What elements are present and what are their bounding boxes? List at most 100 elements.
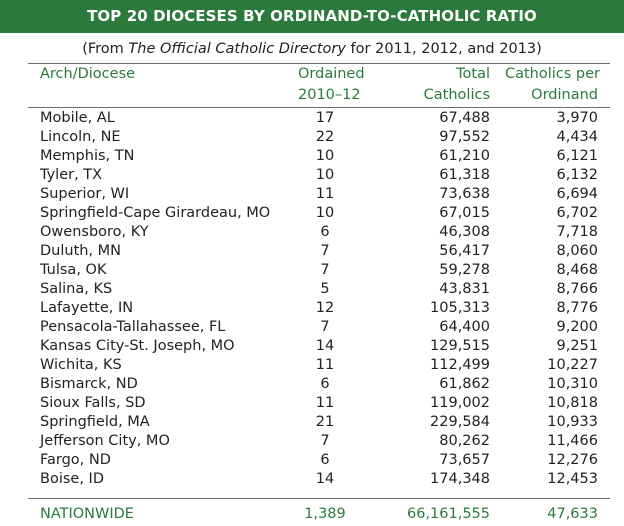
diocese-name: Superior, WI — [40, 186, 130, 202]
ordained-count: 10 — [315, 167, 335, 183]
total-catholics: 67,488 — [439, 110, 490, 126]
ordained-count: 5 — [320, 281, 330, 297]
ordained-count: 14 — [315, 338, 335, 354]
nationwide-label: NATIONWIDE — [40, 506, 134, 522]
catholics-per-ordinand: 6,694 — [556, 186, 598, 202]
diocese-name: Duluth, MN — [40, 243, 122, 259]
ordained-count: 10 — [315, 148, 335, 164]
header-cpo-line2: Ordinand — [531, 87, 598, 103]
diocese-name: Fargo, ND — [40, 452, 111, 468]
nationwide-row: NATIONWIDE 1,389 66,161,555 47,633 — [0, 504, 624, 524]
total-catholics: 61,210 — [439, 148, 490, 164]
catholics-per-ordinand: 10,310 — [547, 376, 598, 392]
header-top-rule — [28, 63, 610, 64]
total-catholics: 64,400 — [439, 319, 490, 335]
ordained-count: 7 — [320, 243, 330, 259]
total-catholics: 46,308 — [439, 224, 490, 240]
catholics-per-ordinand: 6,132 — [556, 167, 598, 183]
table-row: Mobile, AL 17 67,488 3,970 — [0, 109, 624, 128]
nationwide-ordained: 1,389 — [304, 506, 346, 522]
total-catholics: 112,499 — [430, 357, 490, 373]
nationwide-rule — [28, 498, 610, 499]
subtitle-source-title: The Official Catholic Directory — [128, 41, 346, 57]
catholics-per-ordinand: 9,200 — [556, 319, 598, 335]
diocese-name: Owensboro, KY — [40, 224, 149, 240]
diocese-name: Tyler, TX — [40, 167, 103, 183]
header-total-line2: Catholics — [423, 87, 490, 103]
catholics-per-ordinand: 10,227 — [547, 357, 598, 373]
table-row: Springfield-Cape Girardeau, MO 10 67,015 6,… — [0, 204, 624, 223]
total-catholics: 73,638 — [439, 186, 490, 202]
catholics-per-ordinand: 11,466 — [547, 433, 598, 449]
table-row: Sioux Falls, SD 11 119,002 10,818 — [0, 394, 624, 413]
total-catholics: 80,262 — [439, 433, 490, 449]
diocese-name: Springfield-Cape Girardeau, MO — [40, 205, 271, 221]
table-row: Lincoln, NE 22 97,552 4,434 — [0, 128, 624, 147]
ordained-count: 6 — [320, 224, 330, 240]
catholics-per-ordinand: 8,060 — [556, 243, 598, 259]
header-arch-diocese: Arch/Diocese — [40, 66, 136, 82]
ordained-count: 7 — [320, 433, 330, 449]
total-catholics: 229,584 — [430, 414, 490, 430]
ordained-count: 17 — [315, 110, 335, 126]
table-row: Tyler, TX 10 61,318 6,132 — [0, 166, 624, 185]
diocese-name: Sioux Falls, SD — [40, 395, 146, 411]
diocese-name: Mobile, AL — [40, 110, 115, 126]
table-body: Mobile, AL 17 67,488 3,970 Lincoln, NE 22 97,5… — [0, 109, 624, 489]
catholics-per-ordinand: 9,251 — [556, 338, 598, 354]
catholics-per-ordinand: 3,970 — [556, 110, 598, 126]
total-catholics: 129,515 — [430, 338, 490, 354]
ordained-count: 7 — [320, 262, 330, 278]
header-cpo-line1: Catholics per — [504, 66, 600, 82]
total-catholics: 67,015 — [439, 205, 490, 221]
catholics-per-ordinand: 12,276 — [547, 452, 598, 468]
ordained-count: 11 — [315, 186, 335, 202]
total-catholics: 119,002 — [430, 395, 490, 411]
diocese-name: Lafayette, IN — [40, 300, 134, 316]
catholics-per-ordinand: 8,766 — [556, 281, 598, 297]
ordained-count: 21 — [315, 414, 335, 430]
nationwide-total: 66,161,555 — [406, 506, 490, 522]
total-catholics: 61,862 — [439, 376, 490, 392]
table-row: Springfield, MA 21 229,584 10,933 — [0, 413, 624, 432]
table-row: Jefferson City, MO 7 80,262 11,466 — [0, 432, 624, 451]
table-row: Tulsa, OK 7 59,278 8,468 — [0, 261, 624, 280]
table-row: Kansas City-St. Joseph, MO 14 129,515 9,251 — [0, 337, 624, 356]
header-ordained-line2: 2010–12 — [298, 87, 361, 103]
catholics-per-ordinand: 10,818 — [547, 395, 598, 411]
ordained-count: 7 — [320, 319, 330, 335]
table-header: Arch/Diocese Ordained 2010–12 Total Cath… — [0, 64, 624, 106]
ordained-count: 11 — [315, 357, 335, 373]
total-catholics: 59,278 — [439, 262, 490, 278]
ordained-count: 12 — [315, 300, 335, 316]
total-catholics: 97,552 — [439, 129, 490, 145]
ordained-count: 14 — [315, 471, 335, 487]
table-row: Wichita, KS 11 112,499 10,227 — [0, 356, 624, 375]
table-row: Pensacola-Tallahassee, FL 7 64,400 9,200 — [0, 318, 624, 337]
diocese-name: Springfield, MA — [40, 414, 150, 430]
diocese-name: Salina, KS — [40, 281, 113, 297]
total-catholics: 56,417 — [439, 243, 490, 259]
nationwide-cpo: 47,633 — [547, 506, 598, 522]
header-total-line1: Total — [456, 66, 490, 82]
subtitle-prefix: (From — [82, 41, 129, 57]
table-row: Duluth, MN 7 56,417 8,060 — [0, 242, 624, 261]
header-bottom-rule — [28, 107, 610, 108]
table-row: Boise, ID 14 174,348 12,453 — [0, 470, 624, 489]
total-catholics: 61,318 — [439, 167, 490, 183]
diocese-name: Kansas City-St. Joseph, MO — [40, 338, 235, 354]
ordained-count: 6 — [320, 376, 330, 392]
catholics-per-ordinand: 6,121 — [556, 148, 598, 164]
ordained-count: 11 — [315, 395, 335, 411]
table-subtitle: (From The Official Catholic Directory fo… — [0, 38, 624, 60]
diocese-name: Bismarck, ND — [40, 376, 138, 392]
table-row: Owensboro, KY 6 46,308 7,718 — [0, 223, 624, 242]
table-row: Lafayette, IN 12 105,313 8,776 — [0, 299, 624, 318]
table-title: TOP 20 DIOCESES BY ORDINAND-TO-CATHOLIC … — [0, 0, 624, 33]
catholics-per-ordinand: 6,702 — [556, 205, 598, 221]
catholics-per-ordinand: 10,933 — [547, 414, 598, 430]
catholics-per-ordinand: 8,776 — [556, 300, 598, 316]
catholics-per-ordinand: 12,453 — [547, 471, 598, 487]
table-row: Salina, KS 5 43,831 8,766 — [0, 280, 624, 299]
subtitle-suffix: for 2011, 2012, and 2013) — [345, 41, 542, 57]
